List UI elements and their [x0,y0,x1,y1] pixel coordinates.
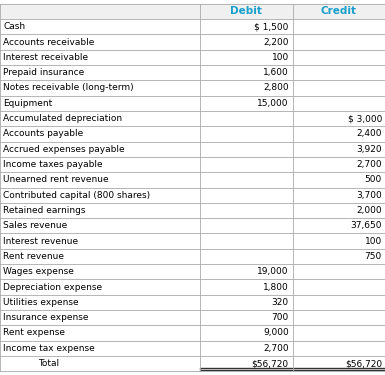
Bar [0,65,385,80]
Text: Utilities expense: Utilities expense [3,298,79,307]
Bar [0,233,385,249]
Text: 750: 750 [365,252,382,261]
Text: Depreciation expense: Depreciation expense [3,282,102,291]
Text: Wages expense: Wages expense [3,267,74,276]
Text: Interest revenue: Interest revenue [3,237,78,246]
Text: 100: 100 [365,237,382,246]
Text: 500: 500 [365,176,382,184]
Text: 19,000: 19,000 [257,267,289,276]
Text: Accrued expenses payable: Accrued expenses payable [3,145,125,154]
Text: Accumulated depreciation: Accumulated depreciation [3,114,122,123]
Text: Income taxes payable: Income taxes payable [3,160,103,169]
Text: 2,700: 2,700 [263,344,289,353]
Text: 2,000: 2,000 [356,206,382,215]
Bar [0,264,385,279]
Bar [0,279,385,295]
Text: 100: 100 [271,53,289,62]
Text: 1,800: 1,800 [263,282,289,291]
Text: $ 1,500: $ 1,500 [254,22,289,31]
Bar [0,142,385,157]
Text: 700: 700 [271,313,289,322]
Text: Notes receivable (long-term): Notes receivable (long-term) [3,84,134,93]
Text: Unearned rent revenue: Unearned rent revenue [3,176,109,184]
Bar [0,80,385,96]
Bar [0,249,385,264]
Bar [0,172,385,188]
Bar [0,340,385,356]
Text: $ 3,000: $ 3,000 [348,114,382,123]
Text: 2,800: 2,800 [263,84,289,93]
Text: Equipment: Equipment [3,99,52,108]
Text: Insurance expense: Insurance expense [3,313,89,322]
Text: 2,400: 2,400 [357,129,382,138]
Text: 37,650: 37,650 [350,221,382,230]
Text: 15,000: 15,000 [257,99,289,108]
Text: Contributed capital (800 shares): Contributed capital (800 shares) [3,190,150,200]
Text: Rent expense: Rent expense [3,328,65,338]
Bar [0,19,385,34]
Text: Sales revenue: Sales revenue [3,221,67,230]
Text: Cash: Cash [3,22,25,31]
Text: 3,700: 3,700 [356,190,382,200]
Text: Retained earnings: Retained earnings [3,206,85,215]
Text: Total: Total [38,359,60,368]
Text: Prepaid insurance: Prepaid insurance [3,68,84,77]
Text: $56,720: $56,720 [252,359,289,368]
Bar [0,4,385,19]
Bar [0,157,385,172]
Text: Accounts payable: Accounts payable [3,129,83,138]
Text: 2,700: 2,700 [356,160,382,169]
Text: 2,200: 2,200 [263,38,289,46]
Bar [0,356,385,371]
Text: Credit: Credit [321,6,357,16]
Text: Accounts receivable: Accounts receivable [3,38,94,46]
Text: Income tax expense: Income tax expense [3,344,95,353]
Text: 320: 320 [272,298,289,307]
Bar [0,218,385,233]
Text: Rent revenue: Rent revenue [3,252,64,261]
Bar [0,50,385,65]
Bar [0,188,385,203]
Bar [0,295,385,310]
Bar [0,126,385,141]
Bar [0,325,385,340]
Bar [0,34,385,50]
Bar [0,111,385,126]
Text: Interest receivable: Interest receivable [3,53,88,62]
Bar [0,203,385,218]
Text: 1,600: 1,600 [263,68,289,77]
Bar [0,96,385,111]
Text: $56,720: $56,720 [345,359,382,368]
Text: 3,920: 3,920 [356,145,382,154]
Bar [0,310,385,325]
Text: 9,000: 9,000 [263,328,289,338]
Text: Debit: Debit [231,6,262,16]
